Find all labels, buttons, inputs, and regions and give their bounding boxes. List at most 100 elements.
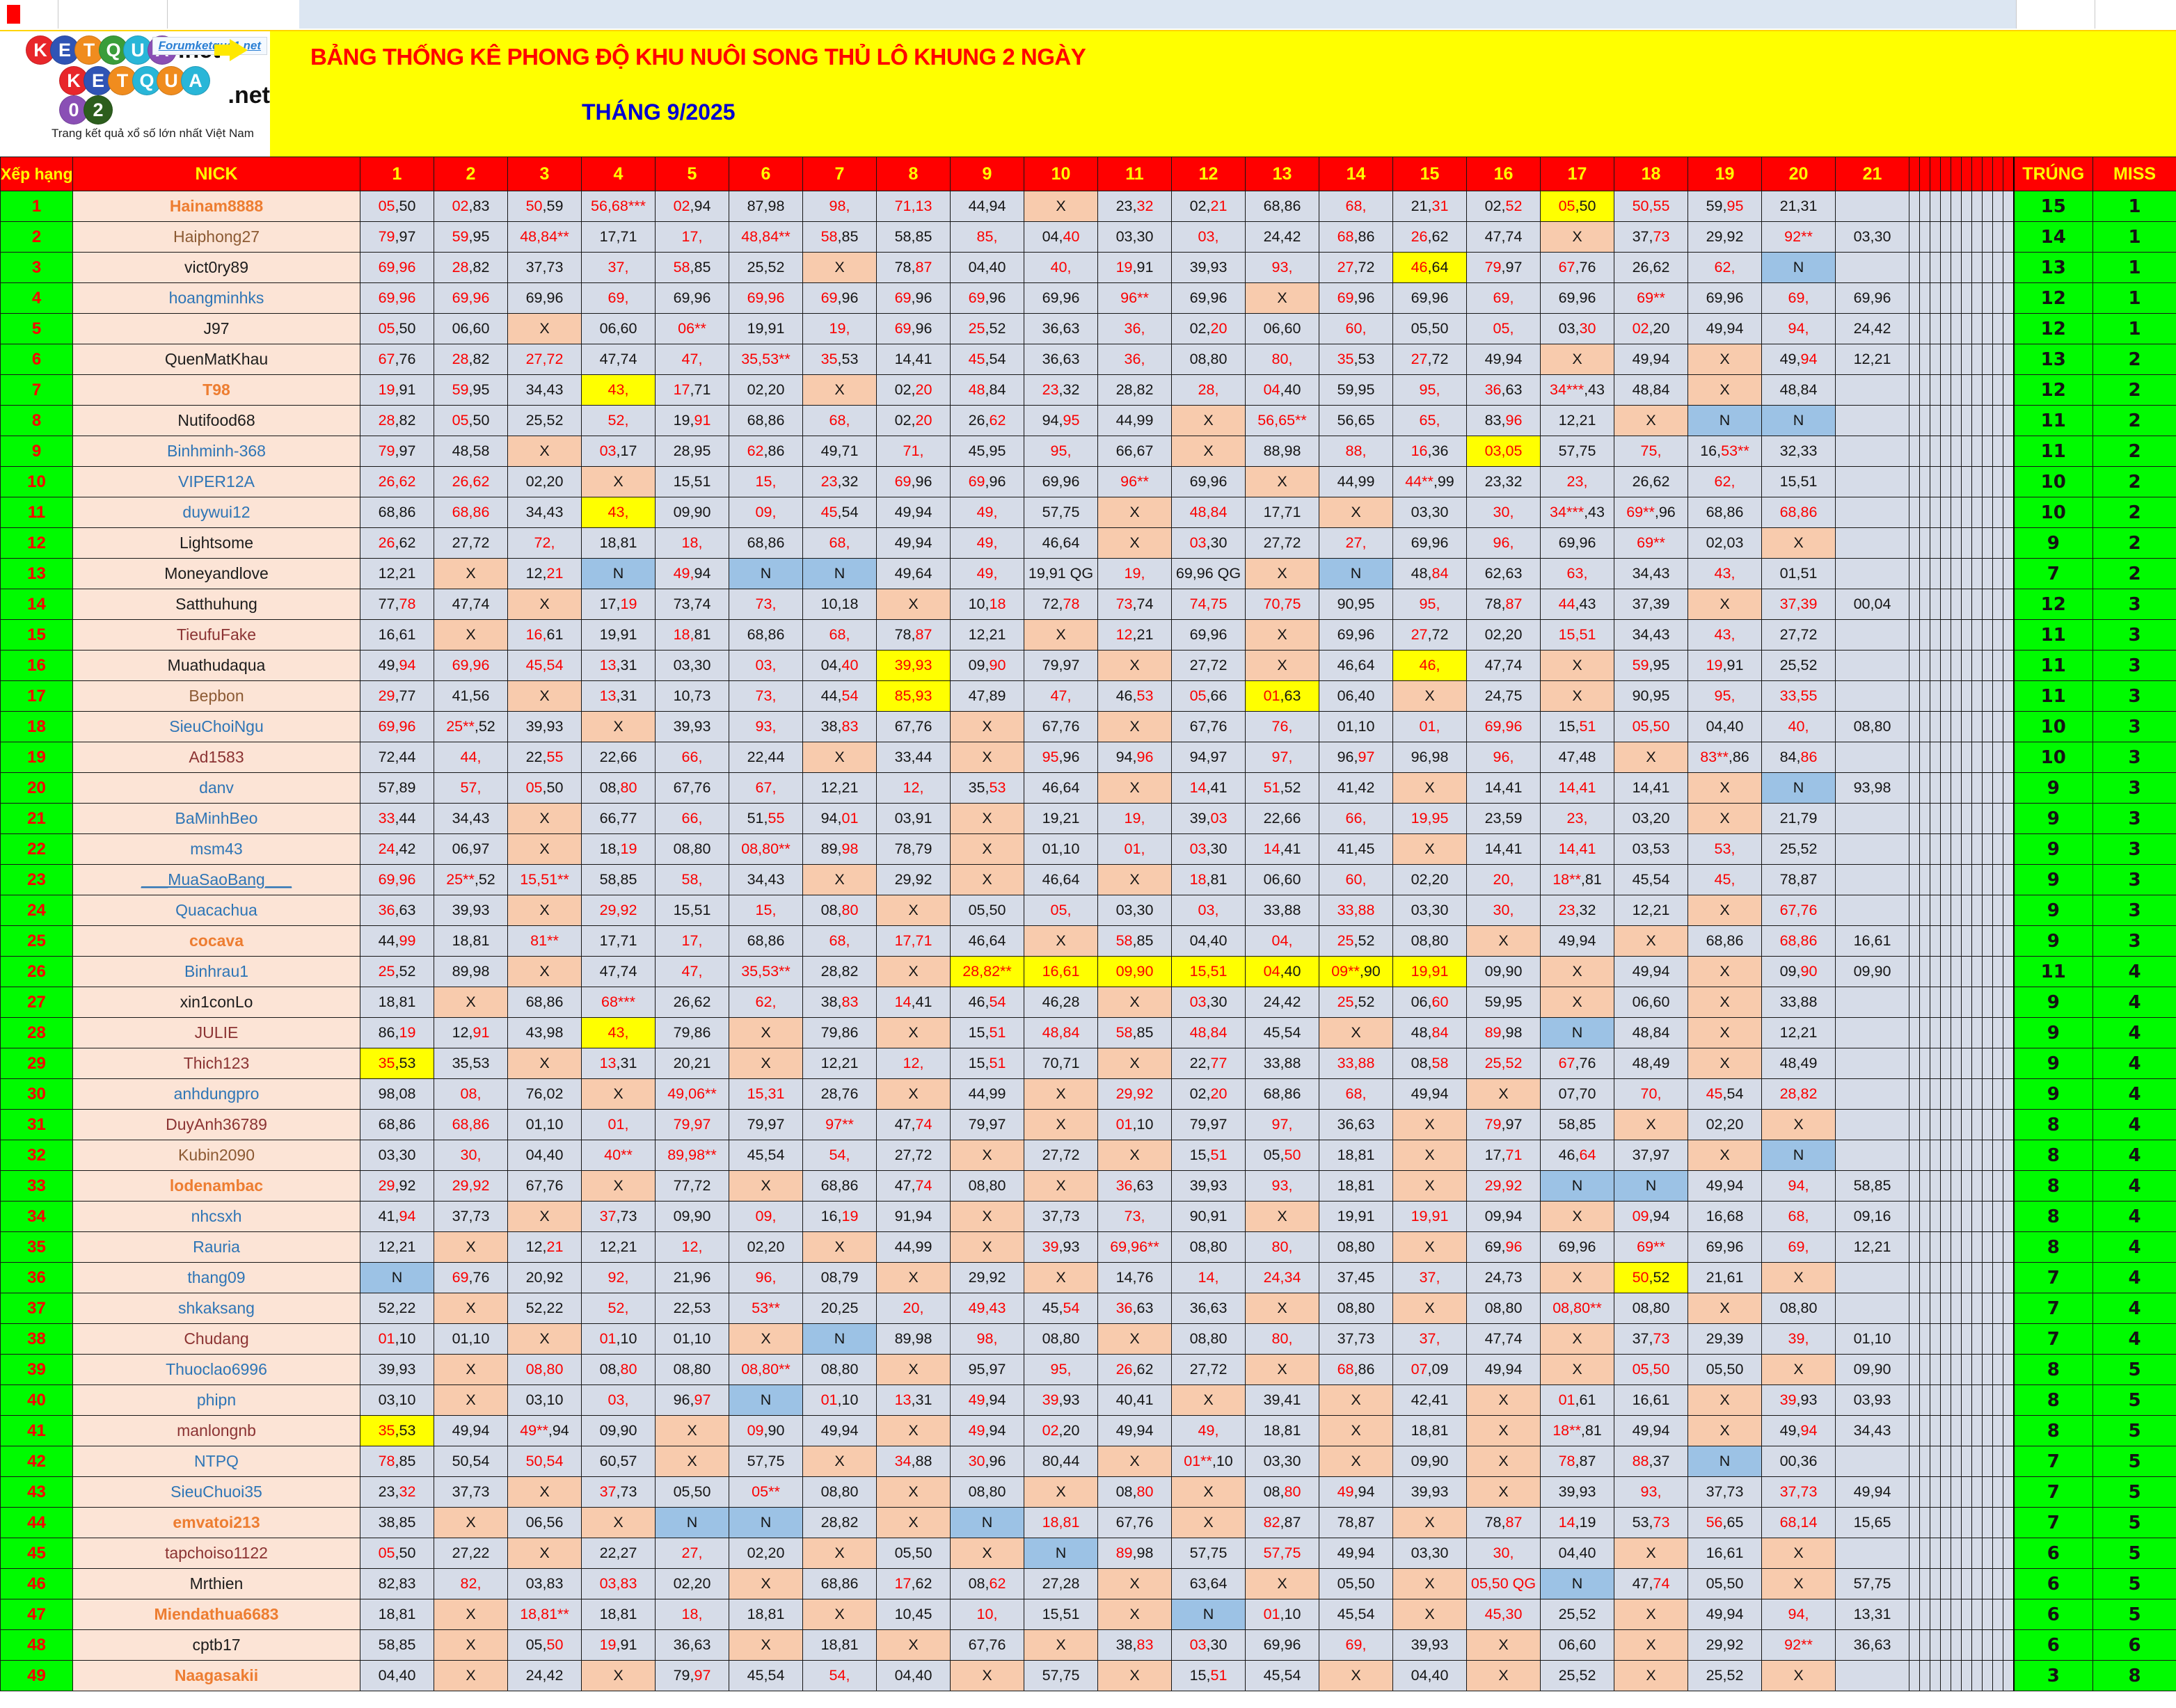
day-cell[interactable]: 66,77 [581, 803, 656, 834]
day-cell[interactable]: 27, [1319, 527, 1393, 559]
trung-cell[interactable]: 7 [2012, 558, 2093, 589]
day-cell[interactable]: X [1614, 1109, 1688, 1140]
day-cell[interactable]: 58,85 [655, 252, 729, 283]
day-cell[interactable]: 69,96 [434, 282, 508, 314]
day-cell[interactable]: 49, [1171, 1415, 1246, 1446]
day-cell[interactable]: 08,80 [1835, 711, 1909, 742]
trung-cell[interactable]: 13 [2012, 252, 2093, 283]
day-cell[interactable]: 06,97 [434, 833, 508, 865]
day-cell[interactable]: 01,51 [1761, 558, 1836, 589]
day-cell[interactable]: 69,96 [360, 711, 434, 742]
day-cell[interactable]: 51,52 [1245, 772, 1319, 804]
miss-cell[interactable]: 3 [2092, 833, 2176, 865]
nick-cell[interactable]: NTPQ [72, 1446, 360, 1477]
day-cell[interactable]: X [729, 1170, 803, 1202]
day-cell[interactable]: X [802, 1446, 877, 1477]
day-cell[interactable] [1835, 1078, 1909, 1110]
day-cell[interactable]: 69**,96 [1614, 497, 1688, 528]
day-cell[interactable]: 69,96 [1687, 1231, 1762, 1263]
day-cell[interactable]: 03,53 [1614, 833, 1688, 865]
day-cell[interactable]: 78,87 [1319, 1507, 1393, 1538]
day-cell[interactable]: 36,63 [1466, 374, 1541, 406]
day-cell[interactable]: 13,31 [581, 1048, 656, 1079]
day-cell[interactable]: 09**,90 [1319, 956, 1393, 987]
day-cell[interactable]: 18,81 [729, 1599, 803, 1630]
day-cell[interactable]: X [1687, 772, 1762, 804]
day-cell[interactable]: 78,87 [1466, 589, 1541, 620]
day-cell[interactable]: X [581, 466, 656, 497]
trung-cell[interactable]: 9 [2012, 833, 2093, 865]
day-cell[interactable]: X [1097, 772, 1172, 804]
day-cell[interactable]: 03,30 [1835, 221, 1909, 253]
day-cell[interactable]: 47,74 [434, 589, 508, 620]
day-cell[interactable]: X [1466, 1629, 1541, 1661]
rank-cell[interactable]: 33 [0, 1170, 73, 1202]
day-cell[interactable]: 38,83 [802, 711, 877, 742]
trung-cell[interactable]: 8 [2012, 1170, 2093, 1202]
day-cell[interactable]: 04,40 [1392, 1660, 1467, 1691]
day-cell[interactable]: 46,64 [1024, 527, 1098, 559]
miss-cell[interactable]: 3 [2092, 772, 2176, 804]
day-cell[interactable]: 22,44 [729, 742, 803, 773]
day-cell[interactable]: 33,88 [1319, 895, 1393, 926]
day-cell[interactable]: X [581, 711, 656, 742]
day-cell[interactable]: 39,93 [1540, 1476, 1614, 1508]
day-cell[interactable]: X [1171, 1507, 1246, 1538]
day-cell[interactable]: 16,19 [802, 1201, 877, 1232]
day-cell[interactable]: 69,96 [434, 650, 508, 681]
trung-cell[interactable]: 7 [2012, 1293, 2093, 1324]
nick-cell[interactable]: SieuChoiNgu [72, 711, 360, 742]
day-cell[interactable]: N [1614, 1170, 1688, 1202]
day-cell[interactable]: 49,94 [1835, 1476, 1909, 1508]
miss-cell[interactable]: 2 [2092, 527, 2176, 559]
day-cell[interactable]: 04,40 [1245, 956, 1319, 987]
day-cell[interactable]: 14,41 [1540, 833, 1614, 865]
day-cell[interactable]: 43, [581, 1017, 656, 1048]
day-cell[interactable]: N [1540, 1170, 1614, 1202]
day-cell[interactable]: 23,32 [1024, 374, 1098, 406]
day-cell[interactable]: 44,99 [950, 1078, 1024, 1110]
day-cell[interactable]: X [876, 895, 951, 926]
day-cell[interactable]: X [507, 1476, 582, 1508]
day-cell[interactable]: 69,96 [1392, 527, 1467, 559]
rank-cell[interactable]: 43 [0, 1476, 73, 1508]
trung-cell[interactable]: 12 [2012, 313, 2093, 344]
day-cell[interactable]: 08,80 [1171, 1323, 1246, 1355]
day-cell[interactable]: 23,32 [360, 1476, 434, 1508]
day-cell[interactable]: 25,52 [1540, 1599, 1614, 1630]
rank-cell[interactable]: 31 [0, 1109, 73, 1140]
day-cell[interactable]: 08, [434, 1078, 508, 1110]
day-cell[interactable] [1835, 864, 1909, 895]
day-cell[interactable]: X [729, 1048, 803, 1079]
day-cell[interactable]: X [950, 1201, 1024, 1232]
nick-cell[interactable]: Chudang [72, 1323, 360, 1355]
day-cell[interactable]: 01,61 [1540, 1384, 1614, 1416]
miss-cell[interactable]: 1 [2092, 282, 2176, 314]
day-cell[interactable]: 18**,81 [1540, 864, 1614, 895]
day-cell[interactable]: 41,56 [434, 680, 508, 712]
day-cell[interactable]: X [1319, 1415, 1393, 1446]
day-cell[interactable]: X [876, 956, 951, 987]
day-cell[interactable]: 56,65 [1319, 405, 1393, 436]
nick-cell[interactable]: lodenambac [72, 1170, 360, 1202]
trung-cell[interactable]: 12 [2012, 589, 2093, 620]
day-cell[interactable]: 03,30 [1097, 895, 1172, 926]
day-cell[interactable]: 05,50 [1245, 1140, 1319, 1171]
day-cell[interactable]: 08,80 [507, 1354, 582, 1385]
day-cell[interactable]: 46,64 [950, 925, 1024, 957]
day-cell[interactable]: 89,98 [802, 833, 877, 865]
day-cell[interactable]: 39,93 [507, 711, 582, 742]
header-day-4[interactable]: 4 [581, 157, 656, 191]
day-cell[interactable]: 46,64 [1319, 650, 1393, 681]
miss-cell[interactable]: 3 [2092, 589, 2176, 620]
day-cell[interactable]: 28,95 [655, 436, 729, 467]
day-cell[interactable]: 01, [581, 1109, 656, 1140]
day-cell[interactable]: 49,94 [1614, 956, 1688, 987]
day-cell[interactable]: 87,98 [729, 191, 803, 222]
day-cell[interactable]: X [1097, 1568, 1172, 1599]
nick-cell[interactable]: QuenMatKhau [72, 344, 360, 375]
trung-cell[interactable]: 8 [2012, 1415, 2093, 1446]
day-cell[interactable]: X [802, 742, 877, 773]
day-cell[interactable]: X [1614, 1599, 1688, 1630]
day-cell[interactable]: 36,63 [1171, 1293, 1246, 1324]
